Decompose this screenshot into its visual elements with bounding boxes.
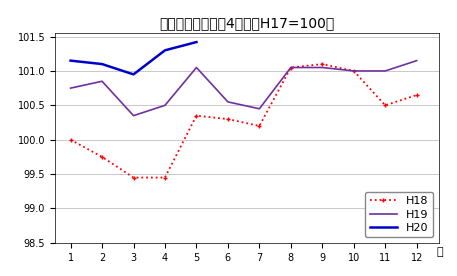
H19: [225, 100, 231, 104]
H20: [68, 59, 73, 62]
H20: [131, 73, 136, 76]
H18: [194, 114, 199, 117]
H18: [131, 176, 136, 179]
H18: [162, 176, 168, 179]
H18: [383, 104, 388, 107]
Title: 総合指数の動き　4市　（H17=100）: 総合指数の動き 4市 （H17=100）: [159, 17, 335, 31]
H20: [162, 49, 168, 52]
H18: [414, 93, 420, 97]
Line: H19: H19: [70, 61, 417, 116]
H18: [68, 138, 73, 141]
Line: H20: H20: [70, 42, 197, 75]
H19: [99, 79, 105, 83]
H18: [351, 69, 356, 73]
H19: [414, 59, 420, 62]
H19: [383, 69, 388, 73]
H19: [68, 86, 73, 90]
H18: [288, 66, 293, 69]
Legend: H18, H19, H20: H18, H19, H20: [365, 192, 433, 237]
H20: [194, 40, 199, 44]
H19: [351, 69, 356, 73]
H19: [162, 104, 168, 107]
H19: [257, 107, 262, 110]
H18: [225, 117, 231, 121]
H18: [257, 124, 262, 128]
H18: [319, 62, 325, 66]
H18: [99, 155, 105, 159]
H19: [319, 66, 325, 69]
H19: [194, 66, 199, 69]
H19: [131, 114, 136, 117]
Text: 月: 月: [437, 247, 443, 257]
H20: [99, 62, 105, 66]
H19: [288, 66, 293, 69]
Line: H18: H18: [68, 62, 419, 180]
